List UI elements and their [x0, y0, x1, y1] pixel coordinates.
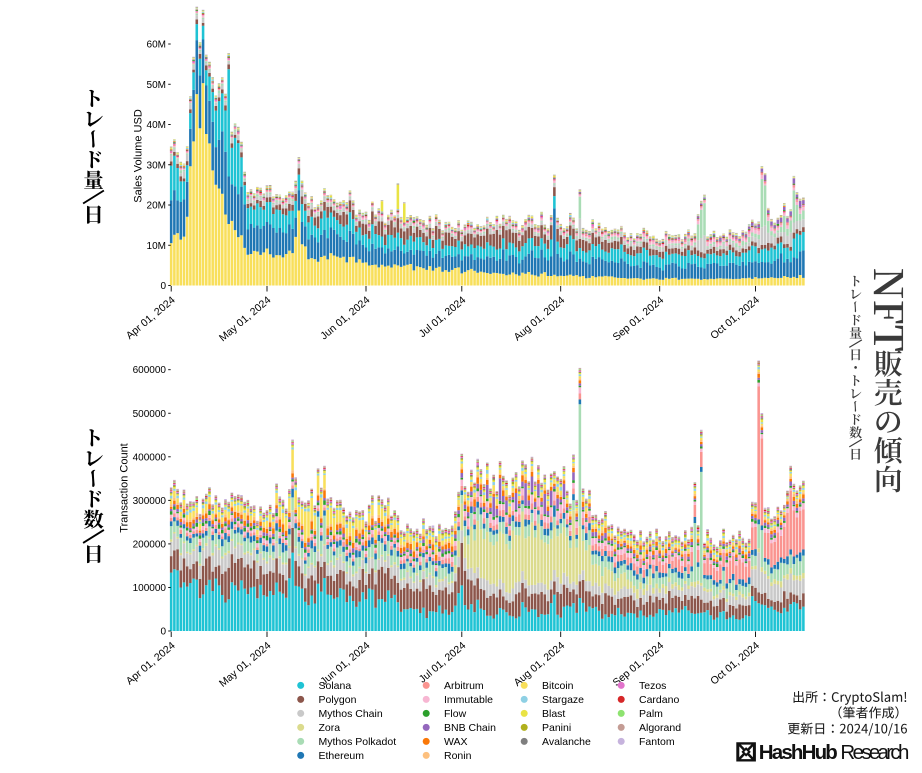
svg-text:Stargaze: Stargaze — [542, 694, 584, 706]
svg-text:30M: 30M — [147, 160, 166, 171]
svg-text:400000: 400000 — [133, 452, 167, 463]
svg-text:Research: Research — [840, 741, 909, 764]
svg-text:Sales Volume USD: Sales Volume USD — [133, 109, 145, 203]
svg-text:50M: 50M — [147, 80, 166, 91]
svg-text:Panini: Panini — [542, 722, 571, 734]
svg-text:Arbitrum: Arbitrum — [444, 680, 484, 692]
svg-text:Blast: Blast — [542, 708, 565, 720]
svg-text:WAX: WAX — [444, 736, 468, 748]
svg-text:40M: 40M — [147, 120, 166, 131]
svg-text:Bitcoin: Bitcoin — [542, 680, 574, 692]
svg-text:Ethereum: Ethereum — [319, 750, 365, 762]
svg-text:Fantom: Fantom — [639, 736, 675, 748]
svg-text:Tezos: Tezos — [639, 680, 666, 692]
svg-text:HashHub: HashHub — [759, 741, 838, 764]
svg-text:0: 0 — [160, 281, 166, 292]
svg-text:Flow: Flow — [444, 708, 467, 720]
svg-text:600000: 600000 — [133, 365, 167, 376]
svg-text:Transaction Count: Transaction Count — [119, 443, 131, 532]
svg-text:10M: 10M — [147, 241, 166, 252]
svg-text:0: 0 — [160, 627, 166, 638]
svg-text:BNB Chain: BNB Chain — [444, 722, 496, 734]
svg-text:Immutable: Immutable — [444, 694, 493, 706]
svg-text:100000: 100000 — [133, 583, 167, 594]
svg-text:200000: 200000 — [133, 539, 167, 550]
svg-text:Avalanche: Avalanche — [542, 736, 591, 748]
svg-text:Polygon: Polygon — [319, 694, 357, 706]
svg-text:20M: 20M — [147, 201, 166, 212]
svg-text:500000: 500000 — [133, 409, 167, 420]
svg-text:Ronin: Ronin — [444, 750, 472, 762]
svg-text:300000: 300000 — [133, 496, 167, 507]
svg-text:Mythos Chain: Mythos Chain — [319, 708, 383, 720]
svg-text:Palm: Palm — [639, 708, 663, 720]
svg-text:Algorand: Algorand — [639, 722, 681, 734]
svg-text:Cardano: Cardano — [639, 694, 679, 706]
svg-text:Solana: Solana — [319, 680, 352, 692]
svg-text:Mythos Polkadot: Mythos Polkadot — [319, 736, 397, 748]
svg-text:60M: 60M — [147, 40, 166, 51]
svg-text:Zora: Zora — [319, 722, 341, 734]
